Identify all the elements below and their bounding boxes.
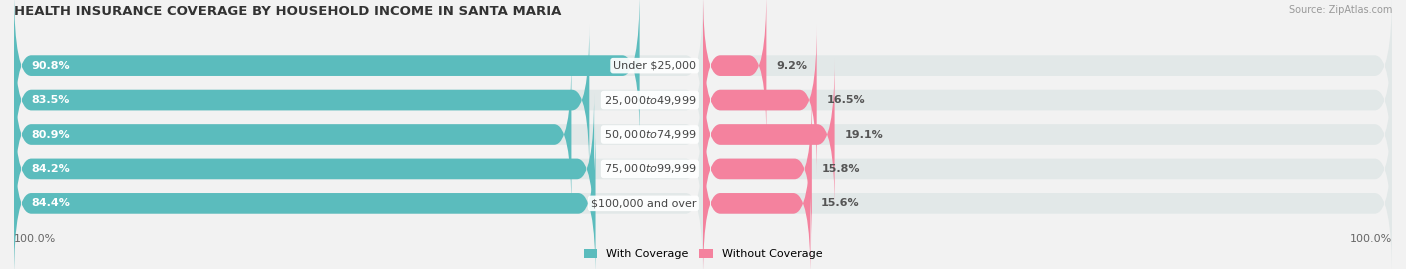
Text: 83.5%: 83.5% <box>31 95 70 105</box>
FancyBboxPatch shape <box>14 0 640 141</box>
Text: $75,000 to $99,999: $75,000 to $99,999 <box>603 162 696 175</box>
FancyBboxPatch shape <box>14 24 703 176</box>
FancyBboxPatch shape <box>14 0 703 141</box>
Text: 100.0%: 100.0% <box>1350 234 1392 244</box>
FancyBboxPatch shape <box>14 128 703 269</box>
Legend: With Coverage, Without Coverage: With Coverage, Without Coverage <box>579 244 827 263</box>
Text: 90.8%: 90.8% <box>31 61 70 71</box>
FancyBboxPatch shape <box>703 0 766 141</box>
Text: $100,000 and over: $100,000 and over <box>591 198 696 208</box>
Text: 19.1%: 19.1% <box>845 129 884 140</box>
FancyBboxPatch shape <box>703 59 835 210</box>
FancyBboxPatch shape <box>703 93 811 245</box>
Text: 84.4%: 84.4% <box>31 198 70 208</box>
Text: HEALTH INSURANCE COVERAGE BY HOUSEHOLD INCOME IN SANTA MARIA: HEALTH INSURANCE COVERAGE BY HOUSEHOLD I… <box>14 5 561 18</box>
Text: 16.5%: 16.5% <box>827 95 866 105</box>
FancyBboxPatch shape <box>703 128 1392 269</box>
Text: Under $25,000: Under $25,000 <box>613 61 696 71</box>
FancyBboxPatch shape <box>703 24 1392 176</box>
FancyBboxPatch shape <box>14 93 595 245</box>
FancyBboxPatch shape <box>703 59 1392 210</box>
Text: Source: ZipAtlas.com: Source: ZipAtlas.com <box>1288 5 1392 15</box>
Text: 9.2%: 9.2% <box>776 61 807 71</box>
Text: 80.9%: 80.9% <box>31 129 70 140</box>
Text: $25,000 to $49,999: $25,000 to $49,999 <box>603 94 696 107</box>
Text: 15.8%: 15.8% <box>823 164 860 174</box>
FancyBboxPatch shape <box>703 24 817 176</box>
Text: $50,000 to $74,999: $50,000 to $74,999 <box>603 128 696 141</box>
FancyBboxPatch shape <box>703 128 810 269</box>
FancyBboxPatch shape <box>14 24 589 176</box>
Text: 15.6%: 15.6% <box>821 198 859 208</box>
FancyBboxPatch shape <box>14 128 596 269</box>
FancyBboxPatch shape <box>703 0 1392 141</box>
Text: 84.2%: 84.2% <box>31 164 70 174</box>
FancyBboxPatch shape <box>14 93 703 245</box>
Text: 100.0%: 100.0% <box>14 234 56 244</box>
FancyBboxPatch shape <box>14 59 571 210</box>
FancyBboxPatch shape <box>14 59 703 210</box>
FancyBboxPatch shape <box>703 93 1392 245</box>
